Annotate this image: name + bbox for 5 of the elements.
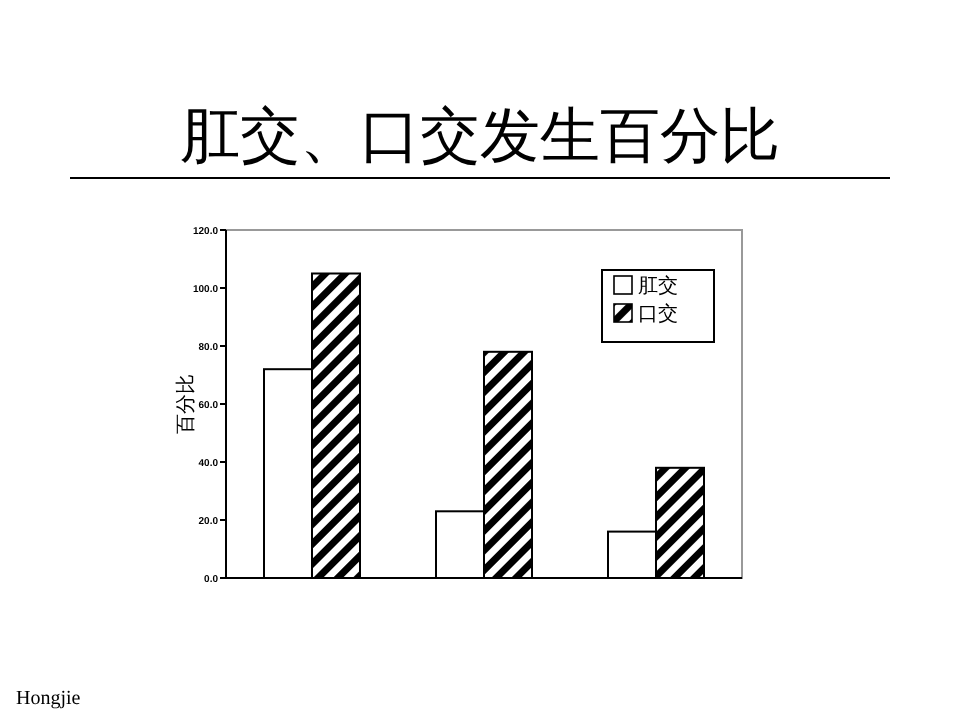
- legend-label: 口交: [638, 302, 678, 326]
- legend-label: 肛交: [638, 274, 678, 298]
- y-axis-title: 百分比: [174, 374, 198, 434]
- chart-title: 肛交、口交发生百分比: [180, 104, 780, 170]
- text: Hongjie: [16, 688, 82, 710]
